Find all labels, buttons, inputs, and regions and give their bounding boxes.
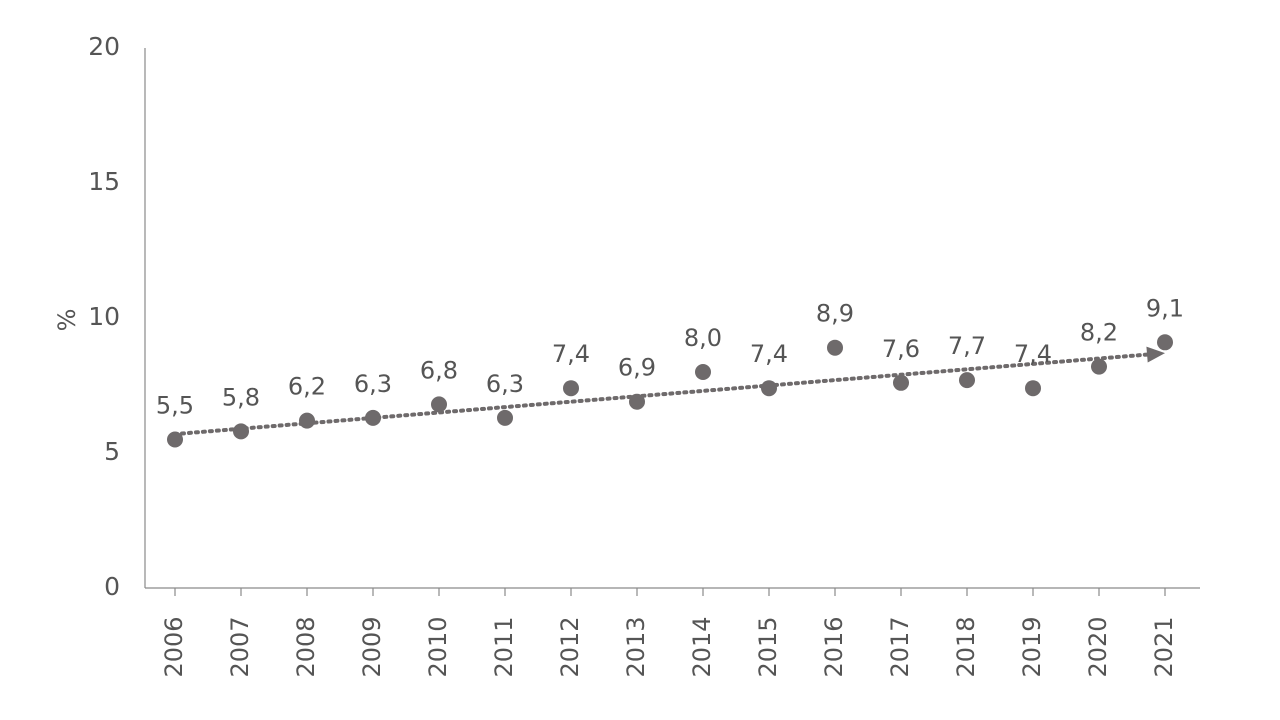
y-tick-label: 15	[88, 167, 120, 196]
data-point	[299, 412, 315, 429]
data-point	[1025, 380, 1041, 397]
data-labels: 5,5 5,8 6,2 6,3 6,8 6,3 7,4 6,9 8,0 7,4 8,9 7,6 7,7 7…	[156, 294, 1184, 419]
x-tick-label: 2015	[754, 616, 782, 677]
data-label: 7,4	[1014, 340, 1052, 368]
x-tick-label: 2010	[424, 616, 452, 677]
y-tick-label: 20	[88, 32, 120, 61]
data-label: 6,3	[486, 370, 524, 398]
axes	[144, 48, 1200, 589]
data-point	[1091, 358, 1107, 375]
data-point	[959, 372, 975, 389]
x-tick-label: 2013	[622, 616, 650, 677]
x-tick-label: 2016	[820, 616, 848, 677]
data-point	[431, 396, 447, 413]
data-label: 9,1	[1146, 294, 1184, 322]
y-tick-label: 10	[88, 302, 120, 331]
trend-arrowhead	[1146, 346, 1165, 363]
x-tick-label: 2007	[226, 616, 254, 677]
x-tick-label: 2017	[886, 616, 914, 677]
data-label: 5,8	[222, 383, 260, 411]
data-label: 8,0	[684, 324, 722, 352]
trend-line-group	[173, 346, 1165, 437]
x-tick-label: 2006	[160, 616, 188, 677]
data-label: 8,9	[816, 300, 854, 328]
data-point	[893, 374, 909, 391]
data-label: 8,2	[1080, 319, 1118, 347]
x-tick-label: 2011	[490, 616, 518, 677]
x-tick-label: 2009	[358, 616, 386, 677]
data-label: 5,5	[156, 392, 194, 420]
x-tick-label: 2012	[556, 616, 584, 677]
data-point	[827, 339, 843, 356]
x-axis-ticks: 2006 2007 2008 2009 2010 2011 2012 2013 2014 2015…	[160, 588, 1178, 678]
x-tick-label: 2019	[1018, 616, 1046, 677]
data-label: 7,6	[882, 335, 920, 363]
data-label: 7,7	[948, 332, 986, 360]
data-point	[695, 364, 711, 380]
data-points	[167, 334, 1173, 448]
y-tick-label: 0	[104, 572, 120, 601]
x-tick-label: 2018	[952, 616, 980, 677]
data-point	[365, 409, 381, 426]
y-axis-ticks: 0 5 10 15 20	[88, 32, 120, 601]
data-point	[497, 409, 513, 426]
data-point	[629, 393, 645, 410]
data-label: 7,4	[552, 340, 590, 368]
data-point	[563, 380, 579, 397]
data-point	[233, 423, 249, 440]
data-label: 7,4	[750, 340, 788, 368]
data-label: 6,3	[354, 370, 392, 398]
x-tick-label: 2014	[688, 616, 716, 677]
data-label: 6,8	[420, 356, 458, 384]
y-axis-label: %	[53, 309, 81, 332]
data-label: 6,9	[618, 354, 656, 382]
x-tick-label: 2020	[1084, 616, 1112, 677]
data-point	[167, 431, 183, 448]
data-label: 6,2	[288, 373, 326, 401]
x-tick-label: 2021	[1150, 616, 1178, 677]
trend-line	[173, 352, 1154, 437]
data-point	[1157, 334, 1173, 351]
data-point	[761, 380, 777, 397]
x-tick-label: 2008	[292, 616, 320, 677]
y-tick-label: 5	[104, 437, 120, 466]
